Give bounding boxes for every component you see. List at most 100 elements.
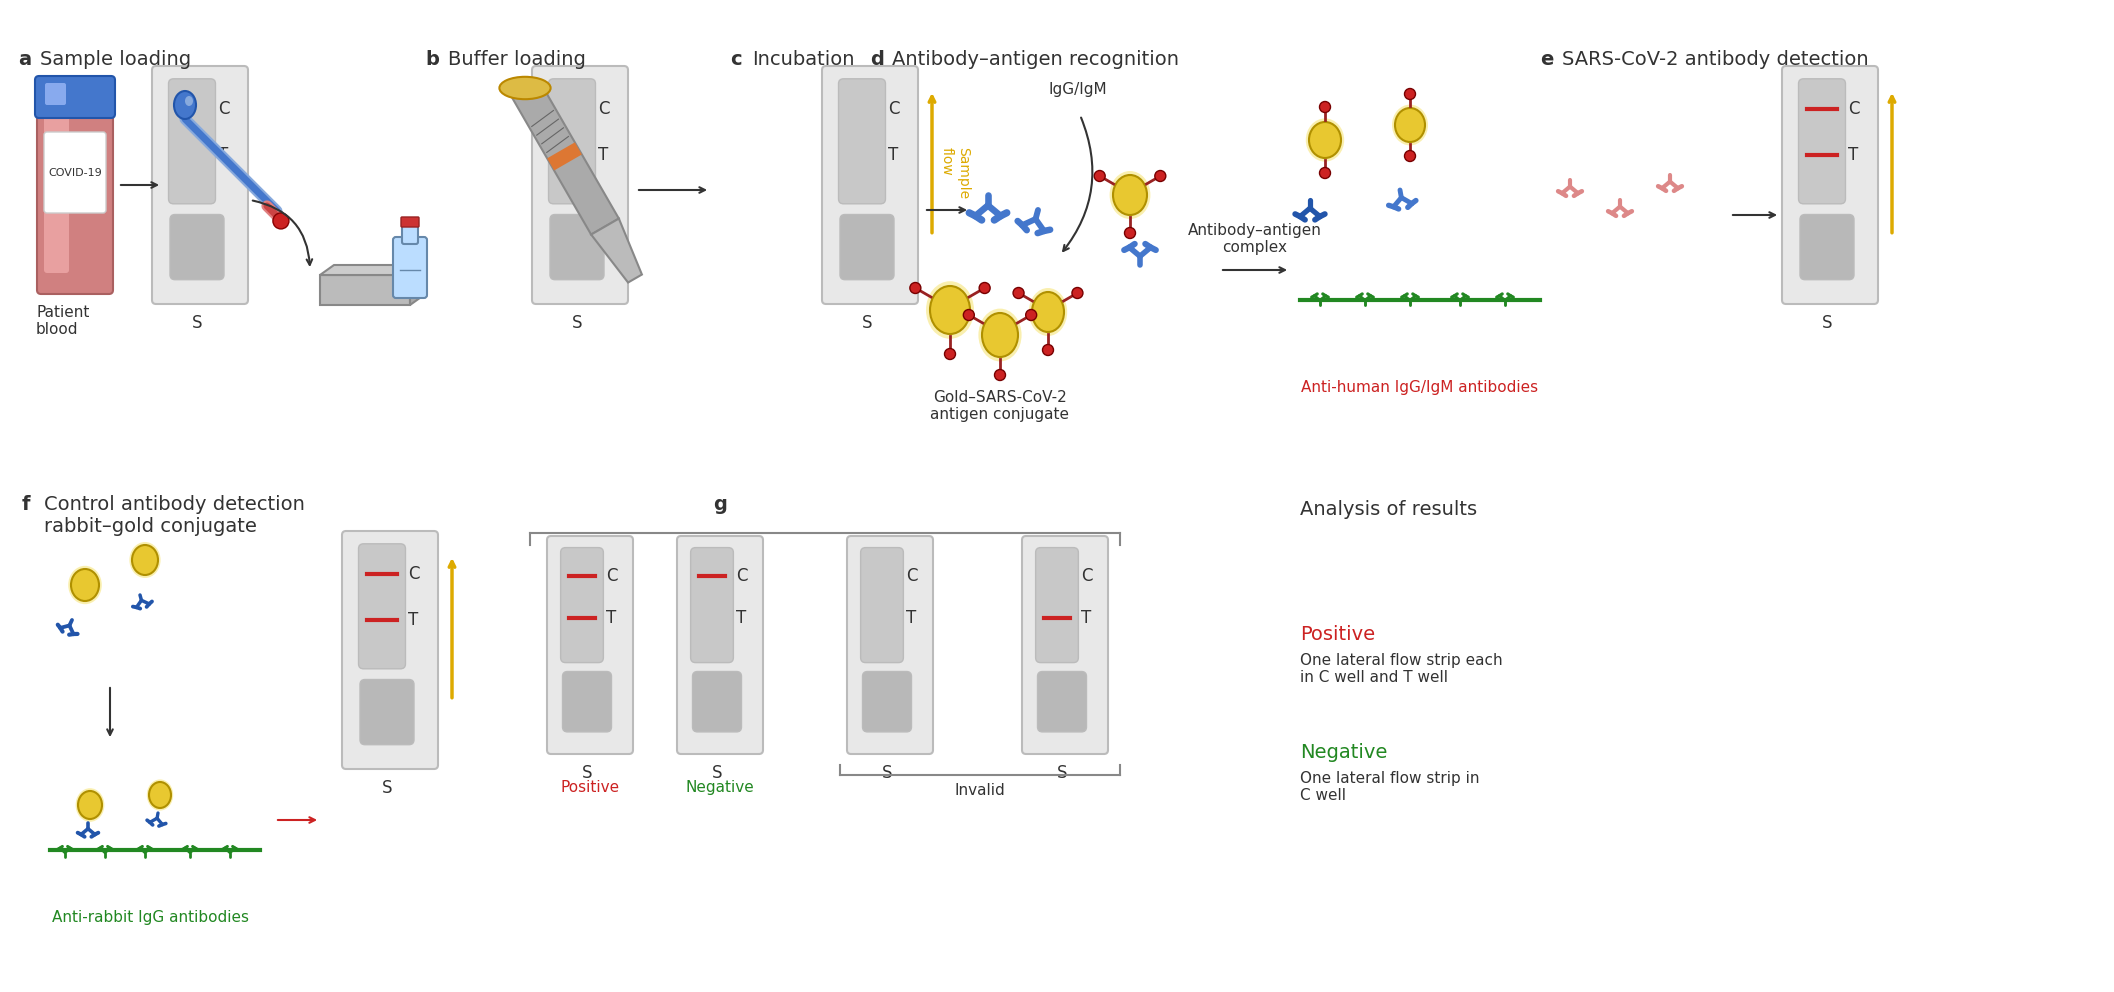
FancyBboxPatch shape [1036,548,1078,663]
Polygon shape [592,218,643,283]
Ellipse shape [1309,122,1340,158]
FancyBboxPatch shape [693,672,742,732]
Text: Patient
blood: Patient blood [36,305,89,337]
Ellipse shape [78,791,101,819]
Text: S: S [712,764,723,782]
Text: c: c [729,50,742,69]
FancyBboxPatch shape [550,214,605,280]
Circle shape [1013,288,1023,299]
FancyBboxPatch shape [562,672,611,732]
Ellipse shape [186,96,192,106]
Polygon shape [548,143,581,171]
Circle shape [1125,227,1135,238]
Text: S: S [383,779,393,797]
FancyBboxPatch shape [342,531,438,769]
Polygon shape [512,80,619,234]
Ellipse shape [1030,288,1068,336]
Circle shape [909,283,922,294]
Ellipse shape [146,780,173,810]
Ellipse shape [72,569,99,601]
Ellipse shape [129,542,161,578]
Text: Negative: Negative [685,780,755,795]
Text: b: b [425,50,440,69]
Text: Sample
flow: Sample flow [941,148,970,199]
FancyBboxPatch shape [863,672,911,732]
FancyBboxPatch shape [839,78,886,203]
Text: C: C [607,566,617,584]
FancyBboxPatch shape [822,66,917,304]
Ellipse shape [930,286,970,334]
FancyBboxPatch shape [44,132,106,213]
Ellipse shape [1110,171,1150,219]
FancyBboxPatch shape [1799,214,1854,280]
Text: T: T [1082,609,1091,627]
Circle shape [1404,151,1416,162]
Text: T: T [607,609,617,627]
Ellipse shape [173,91,197,119]
FancyBboxPatch shape [548,78,596,203]
Text: One lateral flow strip in
C well: One lateral flow strip in C well [1300,771,1480,804]
Text: a: a [19,50,32,69]
Circle shape [1404,88,1416,99]
FancyBboxPatch shape [839,214,894,280]
Ellipse shape [68,565,101,604]
Text: d: d [871,50,884,69]
Ellipse shape [131,545,159,575]
Text: C: C [736,566,748,584]
Text: Antibody–antigen recognition: Antibody–antigen recognition [892,50,1180,69]
Text: S: S [571,314,581,332]
Circle shape [964,310,975,320]
Circle shape [273,213,290,229]
FancyBboxPatch shape [1799,78,1846,203]
Text: T: T [598,146,609,164]
Text: Positive: Positive [1300,625,1374,644]
Text: Buffer loading: Buffer loading [448,50,586,69]
Circle shape [994,369,1006,381]
FancyBboxPatch shape [1038,672,1087,732]
Text: S: S [581,764,592,782]
Text: Analysis of results: Analysis of results [1300,500,1478,519]
FancyBboxPatch shape [402,220,419,244]
FancyBboxPatch shape [676,536,763,754]
Circle shape [1042,344,1053,355]
Ellipse shape [979,309,1021,361]
FancyBboxPatch shape [848,536,932,754]
FancyBboxPatch shape [44,115,70,273]
Text: Positive: Positive [560,780,619,795]
FancyBboxPatch shape [860,548,903,663]
Circle shape [1025,310,1036,320]
FancyBboxPatch shape [548,536,632,754]
Circle shape [1095,171,1106,182]
Text: Anti-human IgG/IgM antibodies: Anti-human IgG/IgM antibodies [1302,380,1539,395]
Text: One lateral flow strip each
in C well and T well: One lateral flow strip each in C well an… [1300,653,1503,685]
Text: C: C [1848,100,1860,118]
Text: e: e [1539,50,1554,69]
Ellipse shape [499,76,550,99]
Text: T: T [408,611,419,629]
Text: Anti-rabbit IgG antibodies: Anti-rabbit IgG antibodies [51,910,249,925]
FancyBboxPatch shape [691,548,734,663]
Text: Gold–SARS-CoV-2
antigen conjugate: Gold–SARS-CoV-2 antigen conjugate [930,390,1070,423]
Text: g: g [712,495,727,514]
FancyBboxPatch shape [1782,66,1877,304]
FancyBboxPatch shape [560,548,602,663]
Text: Antibody–antigen
complex: Antibody–antigen complex [1188,222,1321,255]
Text: Incubation: Incubation [753,50,854,69]
Text: C: C [1082,566,1093,584]
Text: T: T [736,609,746,627]
Text: Sample loading: Sample loading [40,50,190,69]
Text: S: S [1057,764,1068,782]
Text: C: C [218,100,230,118]
Text: SARS-CoV-2 antibody detection: SARS-CoV-2 antibody detection [1562,50,1869,69]
Circle shape [1154,171,1165,182]
FancyBboxPatch shape [169,214,224,280]
Ellipse shape [926,281,975,339]
FancyBboxPatch shape [533,66,628,304]
Ellipse shape [1395,108,1425,142]
Text: Negative: Negative [1300,743,1387,762]
Text: S: S [1822,314,1833,332]
Text: IgG/IgM: IgG/IgM [1049,82,1108,97]
FancyBboxPatch shape [359,680,414,745]
FancyBboxPatch shape [36,76,114,118]
Ellipse shape [76,789,104,821]
